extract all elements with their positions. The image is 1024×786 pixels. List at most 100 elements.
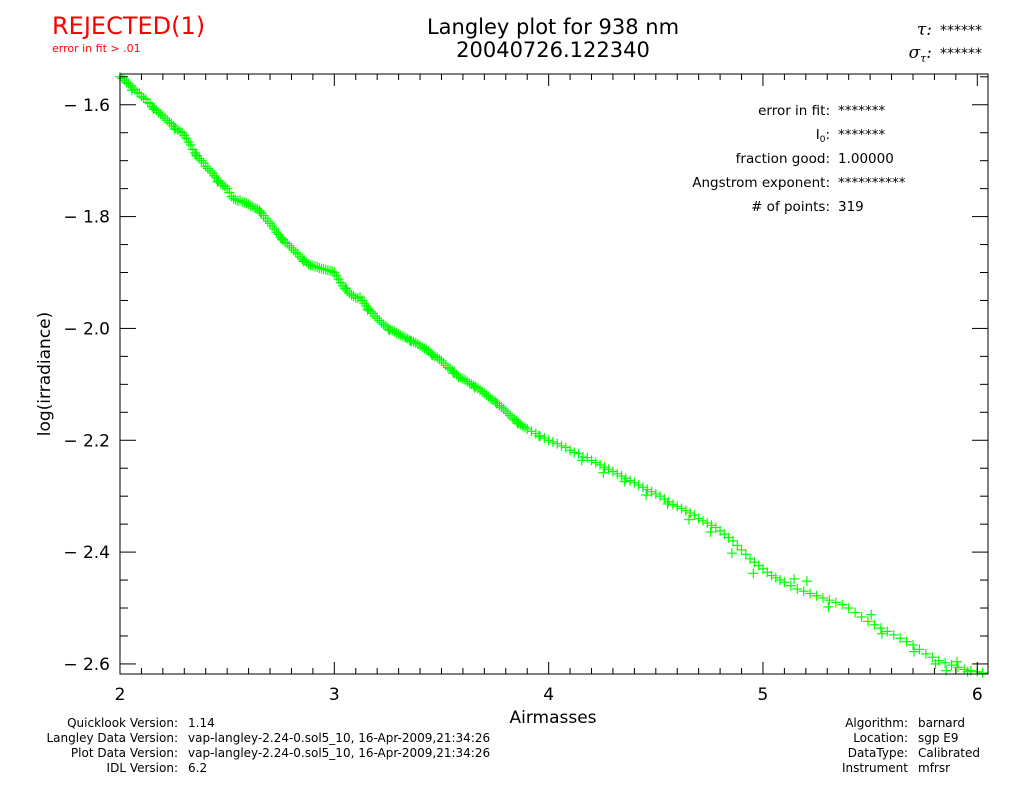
data-point xyxy=(697,515,708,526)
data-point xyxy=(160,113,171,124)
data-point xyxy=(284,240,295,251)
data-point xyxy=(823,601,834,612)
data-point xyxy=(500,406,511,417)
data-point xyxy=(448,368,459,379)
x-tick-label: 6 xyxy=(972,685,983,705)
data-point xyxy=(824,595,835,606)
data-point xyxy=(267,221,278,232)
data-point xyxy=(265,218,276,229)
tau-readout: τ: ****** xyxy=(917,20,982,41)
footer-value: vap-langley-2.24-0.sol5_10, 16-Apr-2009,… xyxy=(188,731,491,745)
data-point xyxy=(811,590,822,601)
x-tick-label: 3 xyxy=(329,685,340,705)
data-point xyxy=(370,311,381,322)
stat-value: 319 xyxy=(838,199,864,215)
footer-value: Calibrated xyxy=(918,746,981,760)
footer-label: Location: xyxy=(853,731,908,745)
data-point xyxy=(705,526,716,537)
footer-row-plot-data: Plot Data Version: vap-langley-2.24-0.sol… xyxy=(0,746,490,761)
data-point xyxy=(220,181,231,192)
data-point xyxy=(940,657,951,668)
data-point xyxy=(582,452,593,463)
data-point xyxy=(576,455,587,466)
data-point xyxy=(663,496,674,507)
sigma-tau-value: ****** xyxy=(940,46,982,62)
data-point xyxy=(556,440,567,451)
footer-value: sgp E9 xyxy=(918,731,959,745)
data-point xyxy=(693,513,704,524)
footer-label: Algorithm: xyxy=(845,716,908,730)
data-point xyxy=(726,548,737,559)
data-point xyxy=(417,342,428,353)
tick-labels: 2 3 4 5 6 − 1.6 − 1.8 − 2.0 − 2.2 − 2.4 − 2.6 xyxy=(63,96,982,705)
data-point xyxy=(629,477,640,488)
data-point xyxy=(298,256,309,267)
data-point xyxy=(907,639,918,650)
stat-angstrom-exponent: Angstrom exponent: ********** xyxy=(640,174,980,198)
chart-title: Langley plot for 938 nm xyxy=(426,15,680,39)
footer-value: barnard xyxy=(918,716,965,730)
data-point xyxy=(875,623,886,634)
data-point xyxy=(866,609,877,620)
data-point xyxy=(662,499,673,510)
data-point xyxy=(547,436,558,447)
data-point xyxy=(888,629,899,640)
data-point xyxy=(685,507,696,518)
data-point xyxy=(149,103,160,114)
data-point xyxy=(595,459,606,470)
data-point xyxy=(327,266,338,277)
footer-row-datatype: DataType: Calibrated xyxy=(820,746,980,761)
data-point xyxy=(490,396,501,407)
data-point xyxy=(830,597,841,608)
data-point xyxy=(882,626,893,637)
data-point xyxy=(166,118,177,129)
data-point xyxy=(282,238,293,249)
data-point xyxy=(169,124,180,135)
data-point xyxy=(702,518,713,529)
stat-label: Angstrom exponent: xyxy=(692,175,830,191)
data-point xyxy=(202,163,213,174)
data-point xyxy=(191,150,202,161)
data-point xyxy=(565,445,576,456)
data-point xyxy=(736,544,747,555)
data-point xyxy=(389,326,400,337)
data-point xyxy=(464,378,475,389)
data-point xyxy=(641,490,652,501)
data-point xyxy=(123,78,134,89)
stat-fraction-good: fraction good: 1.00000 xyxy=(640,150,980,174)
x-axis-label: Airmasses xyxy=(509,708,597,728)
y-axis-label: log(irradiance) xyxy=(35,312,55,437)
data-point xyxy=(727,535,738,546)
data-point xyxy=(247,201,258,212)
data-point xyxy=(798,586,809,597)
data-point xyxy=(235,195,246,206)
data-point xyxy=(185,140,196,151)
sigma-tau-label: σ xyxy=(908,43,921,63)
data-point xyxy=(192,151,203,162)
stat-i0-colon: : xyxy=(825,127,830,143)
data-point xyxy=(684,514,695,525)
data-point xyxy=(341,283,352,294)
data-point xyxy=(455,372,466,383)
data-point xyxy=(383,325,394,336)
stat-value: 1.00000 xyxy=(838,151,894,167)
data-point xyxy=(770,572,781,583)
stat-value: ******* xyxy=(838,103,886,119)
scatter-points xyxy=(115,71,988,678)
footer-label: Instrument xyxy=(841,761,908,775)
sigma-tau-colon: : xyxy=(926,43,932,63)
data-point xyxy=(920,648,931,659)
chart-subtitle: 20040726.122340 xyxy=(456,38,650,62)
rejected-status: REJECTED(1) xyxy=(52,12,206,40)
data-point xyxy=(642,484,653,495)
data-point xyxy=(348,290,359,301)
data-point xyxy=(256,208,267,219)
data-point xyxy=(801,576,812,587)
data-point xyxy=(260,213,271,224)
stat-error-in-fit: error in fit: ******* xyxy=(640,102,980,126)
data-point xyxy=(962,666,973,677)
data-point xyxy=(363,303,374,314)
data-point xyxy=(352,293,363,304)
data-point xyxy=(419,343,430,354)
